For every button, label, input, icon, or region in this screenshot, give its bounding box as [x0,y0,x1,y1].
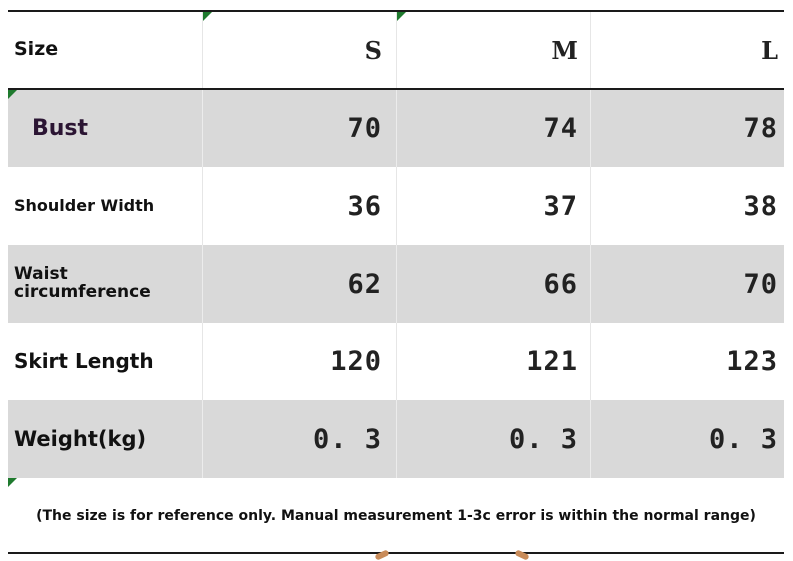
row-label: Skirt Length [14,349,154,373]
value-s: 36 [347,190,382,222]
value-cell: 74 [397,90,591,167]
value-cell: 62 [203,245,397,323]
value-s: 120 [330,346,382,377]
cell-marker-icon [203,12,212,21]
value-cell: 36 [203,167,397,245]
row-label-cell: Skirt Length [8,323,203,400]
value-cell: 78 [591,90,784,167]
header-size-cell: M [397,12,591,88]
cell-marker-icon [8,90,17,99]
row-label-cell: Weight(kg) [8,400,203,478]
value-s: 62 [347,268,382,300]
value-m: 0. 3 [508,423,578,455]
value-cell: 70 [203,90,397,167]
cell-marker-icon [397,12,406,21]
value-m: 66 [543,268,578,300]
value-m: 37 [543,190,578,222]
value-l: 70 [743,268,778,300]
value-cell: 0. 3 [397,400,591,478]
value-l: 0. 3 [708,423,778,455]
table-row: Waist circumference 62 66 70 [8,245,784,323]
table-row: Bust 70 74 78 [8,90,784,167]
value-cell: 120 [203,323,397,400]
value-cell: 37 [397,167,591,245]
value-m: 74 [543,113,578,144]
value-cell: 66 [397,245,591,323]
table-row: Shoulder Width 36 37 38 [8,167,784,245]
value-s: 70 [347,113,382,144]
value-cell: 70 [591,245,784,323]
table-row: Weight(kg) 0. 3 0. 3 0. 3 [8,400,784,478]
row-label-cell: Waist circumference [8,245,203,323]
value-s: 0. 3 [312,423,382,455]
value-cell: 0. 3 [203,400,397,478]
header-row: Size S M L [8,12,784,90]
header-size-cell: S [203,12,397,88]
row-label: Shoulder Width [14,195,155,215]
value-cell: 0. 3 [591,400,784,478]
row-label-cell: Shoulder Width [8,167,203,245]
row-label-cell: Bust [8,90,203,167]
value-l: 38 [743,190,778,222]
cell-marker-icon [8,478,17,487]
size-m-header: M [551,35,578,65]
value-l: 78 [743,113,778,144]
size-l-header: L [761,35,778,65]
note-row: (The size is for reference only. Manual … [8,478,784,550]
header-label-cell: Size [8,12,203,88]
row-label: Weight(kg) [14,426,147,451]
row-label: Bust [32,115,89,141]
size-chart-table: Size S M L Bust 70 74 78 Shoulder Width … [8,10,784,554]
header-size-cell: L [591,12,784,88]
row-label: Waist circumference [14,264,151,302]
size-s-header: S [364,35,382,65]
value-cell: 121 [397,323,591,400]
value-l: 123 [726,346,778,377]
reference-note: (The size is for reference only. Manual … [36,508,756,524]
value-m: 121 [526,346,578,377]
size-header-label: Size [14,38,59,61]
table-row: Skirt Length 120 121 123 [8,323,784,400]
value-cell: 123 [591,323,784,400]
value-cell: 38 [591,167,784,245]
